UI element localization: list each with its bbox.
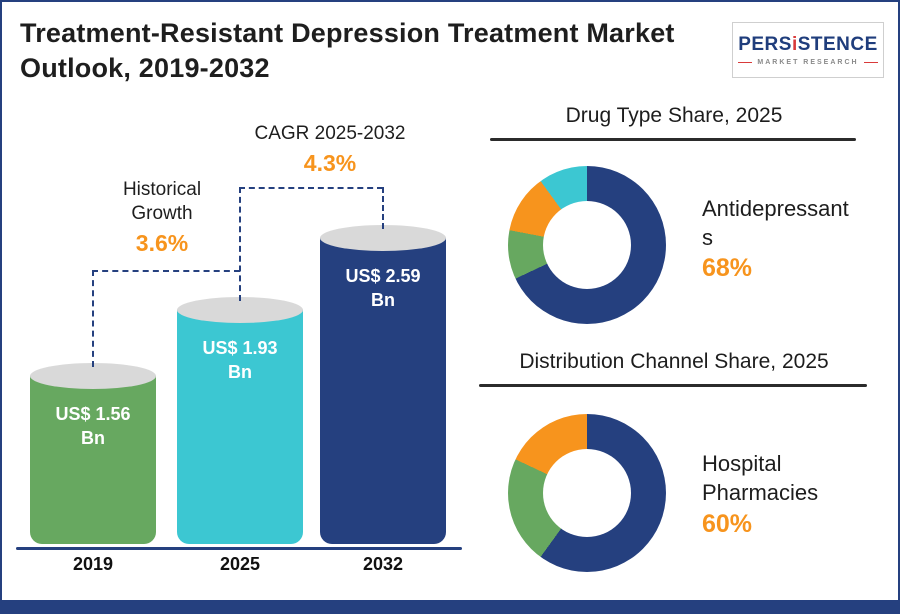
donut-chart-distribution-channel xyxy=(508,414,666,572)
dashed-connector-horizontal-cagr xyxy=(239,187,383,189)
year-label-2032: 2032 xyxy=(362,554,404,574)
year-label-2025: 2025 xyxy=(219,554,261,574)
brand-logo: PERSiSTENCE MARKET RESEARCH xyxy=(732,22,884,78)
heading-distribution-channel-share: Distribution Channel Share, 2025 xyxy=(519,350,829,373)
heading-drug-type-share: Drug Type Share, 2025 xyxy=(565,104,783,127)
logo-rule-right xyxy=(863,62,878,63)
highlight-label-hospital-pharmacies: Hospital Pharmacies xyxy=(702,451,819,505)
heading-underline-drug-type xyxy=(490,138,856,141)
bar-2019: US$ 1.56 Bn xyxy=(30,363,156,544)
bar-value-text: US$ 2.59 Bn xyxy=(345,266,421,311)
bar-value-label-2019: US$ 1.56 Bn xyxy=(30,402,156,451)
dashed-connector-vertical-2032 xyxy=(382,187,384,229)
bar-value-text: US$ 1.56 Bn xyxy=(55,404,131,449)
bar-2032: US$ 2.59 Bn xyxy=(320,225,446,544)
donut-chart-drug-type xyxy=(508,166,666,324)
bar-2025: US$ 1.93 Bn xyxy=(177,297,303,544)
annotation-cagr-label: CAGR 2025-2032 xyxy=(254,123,406,144)
year-label-2019: 2019 xyxy=(72,554,114,574)
donut-hole xyxy=(543,449,631,537)
brand-logo-wordmark: PERSiSTENCE xyxy=(738,34,878,56)
cylinder-top-ellipse xyxy=(320,225,446,251)
heading-underline-distribution-channel xyxy=(479,384,867,387)
dashed-connector-horizontal-historical xyxy=(92,270,240,272)
highlight-label-antidepressants: Antidepressants xyxy=(702,196,849,250)
x-axis-line xyxy=(16,547,462,550)
logo-text-post: STENCE xyxy=(797,34,878,55)
bar-value-label-2032: US$ 2.59 Bn xyxy=(320,264,446,313)
highlight-value-hospital-pharmacies: 60% xyxy=(702,510,753,538)
dashed-connector-vertical-2019 xyxy=(92,270,94,367)
highlight-value-antidepressants: 68% xyxy=(702,254,753,282)
brand-logo-subtitle: MARKET RESEARCH xyxy=(738,59,878,66)
logo-subtitle-text: MARKET RESEARCH xyxy=(757,59,859,66)
cylinder-top-ellipse xyxy=(177,297,303,323)
page-title: Treatment-Resistant Depression Treatment… xyxy=(20,18,675,84)
logo-text-accent: i xyxy=(791,34,798,55)
logo-text-pre: PERS xyxy=(738,34,792,55)
footer-accent-bar xyxy=(2,600,898,612)
bar-value-text: US$ 1.93 Bn xyxy=(202,338,278,383)
logo-rule-left xyxy=(738,62,753,63)
dashed-connector-vertical-2025 xyxy=(239,187,241,301)
bar-value-label-2025: US$ 1.93 Bn xyxy=(177,336,303,385)
donut-hole xyxy=(543,201,631,289)
annotation-historical-growth-value: 3.6% xyxy=(135,230,189,256)
annotation-cagr-value: 4.3% xyxy=(303,150,357,176)
cylinder-top-ellipse xyxy=(30,363,156,389)
annotation-historical-growth-label: Historical Growth xyxy=(122,179,202,224)
